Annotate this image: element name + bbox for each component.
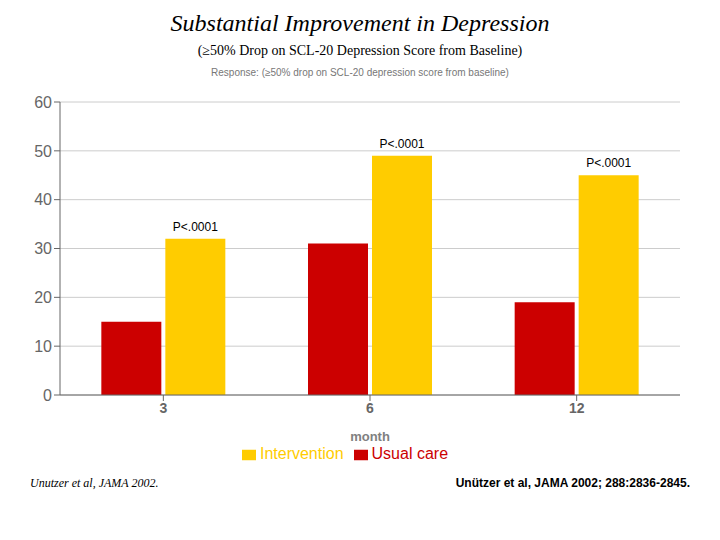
svg-text:6: 6 <box>366 400 374 416</box>
html-text:Usual care: Usual care <box>371 445 448 462</box>
svg-text:P<.0001: P<.0001 <box>173 220 218 234</box>
svg-text:month: month <box>350 429 390 444</box>
html-text:Intervention: Intervention <box>260 445 344 462</box>
svg-text:10: 10 <box>34 338 52 355</box>
svg-text:P<.0001: P<.0001 <box>379 137 424 151</box>
html-text:(≥50% Drop on SCL-20 Depressio: (≥50% Drop on SCL-20 Depression Score fr… <box>197 43 523 58</box>
svg-text:0: 0 <box>43 387 52 404</box>
svg-text:30: 30 <box>34 240 52 257</box>
svg-text:20: 20 <box>34 289 52 306</box>
svg-text:12: 12 <box>569 400 585 416</box>
svg-text:60: 60 <box>34 94 52 111</box>
svg-text:40: 40 <box>34 191 52 208</box>
svg-text:3: 3 <box>159 400 167 416</box>
svg-text:P<.0001: P<.0001 <box>586 156 631 170</box>
html-text:Substantial Improvement in Dep: Substantial Improvement in Depression <box>170 10 550 36</box>
svg-text:50: 50 <box>34 143 52 160</box>
html-text:Response: (≥50% drop on SCL-20: Response: (≥50% drop on SCL-20 depressio… <box>211 67 509 78</box>
html-text:Unützer et al, JAMA 2002; 288:: Unützer et al, JAMA 2002; 288:2836-2845. <box>455 476 690 490</box>
html-text:Unutzer et al, JAMA 2002.: Unutzer et al, JAMA 2002. <box>30 476 159 490</box>
